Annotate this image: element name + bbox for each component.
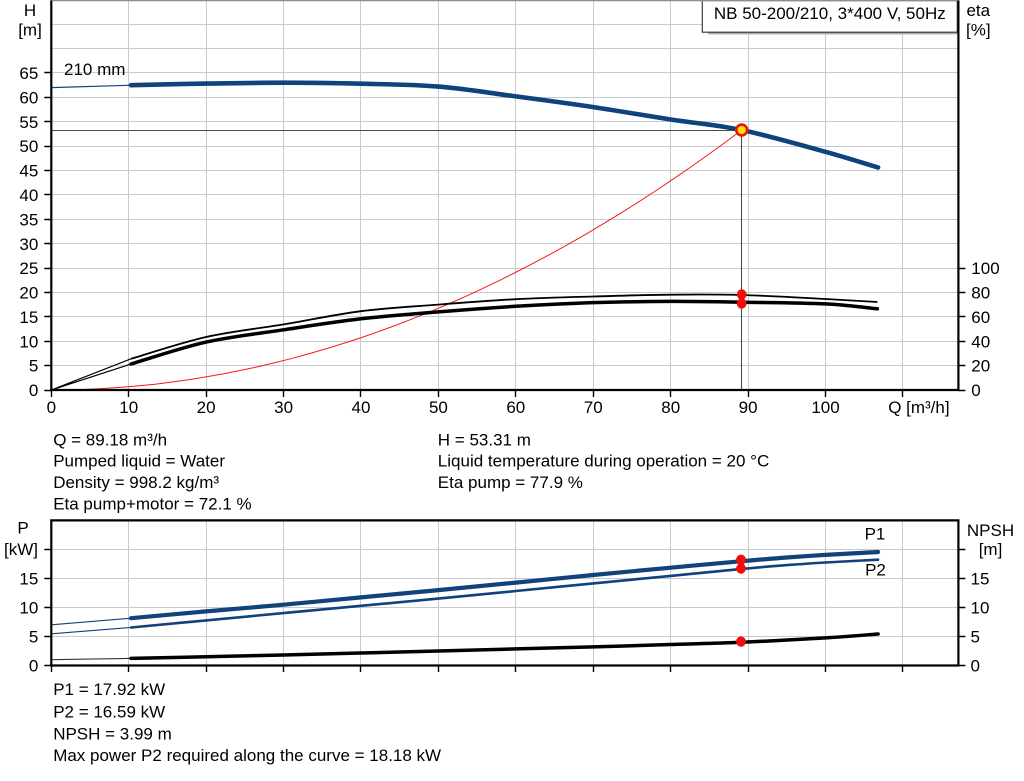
svg-text:Eta pump+motor = 72.1 %: Eta pump+motor = 72.1 % xyxy=(53,494,251,513)
svg-text:H = 53.31 m: H = 53.31 m xyxy=(438,430,531,449)
svg-text:[m]: [m] xyxy=(18,20,42,39)
svg-text:NB 50-200/210, 3*400 V, 50Hz: NB 50-200/210, 3*400 V, 50Hz xyxy=(714,4,946,23)
svg-text:[%]: [%] xyxy=(966,20,991,39)
svg-text:Eta pump = 77.9 %: Eta pump = 77.9 % xyxy=(438,473,583,492)
svg-text:Density = 998.2 kg/m³: Density = 998.2 kg/m³ xyxy=(53,473,219,492)
svg-text:20: 20 xyxy=(971,357,990,376)
svg-text:0: 0 xyxy=(29,381,38,400)
svg-text:[kW]: [kW] xyxy=(4,540,38,559)
svg-text:0: 0 xyxy=(971,381,980,400)
svg-text:0: 0 xyxy=(47,398,56,417)
svg-text:P1: P1 xyxy=(865,525,886,544)
svg-text:P1 = 17.92 kW: P1 = 17.92 kW xyxy=(53,680,165,699)
svg-text:Max power P2 required along th: Max power P2 required along the curve = … xyxy=(53,746,441,765)
svg-text:90: 90 xyxy=(739,398,758,417)
svg-text:40: 40 xyxy=(19,186,38,205)
svg-text:P2 = 16.59 kW: P2 = 16.59 kW xyxy=(53,702,165,721)
svg-text:15: 15 xyxy=(19,569,38,588)
svg-text:80: 80 xyxy=(661,398,680,417)
svg-text:NPSH: NPSH xyxy=(967,521,1014,540)
svg-text:Q [m³/h]: Q [m³/h] xyxy=(888,398,949,417)
svg-text:10: 10 xyxy=(119,398,138,417)
svg-text:30: 30 xyxy=(19,235,38,254)
svg-text:Pumped liquid = Water: Pumped liquid = Water xyxy=(53,451,225,470)
svg-text:Liquid temperature during oper: Liquid temperature during operation = 20… xyxy=(438,451,769,470)
svg-text:25: 25 xyxy=(19,259,38,278)
svg-text:20: 20 xyxy=(19,284,38,303)
svg-text:100: 100 xyxy=(971,259,999,278)
svg-text:40: 40 xyxy=(971,332,990,351)
svg-text:15: 15 xyxy=(19,308,38,327)
svg-text:55: 55 xyxy=(19,113,38,132)
svg-text:60: 60 xyxy=(506,398,525,417)
svg-text:NPSH = 3.99 m: NPSH = 3.99 m xyxy=(53,724,172,743)
svg-text:50: 50 xyxy=(429,398,448,417)
svg-text:60: 60 xyxy=(19,89,38,108)
svg-text:60: 60 xyxy=(971,308,990,327)
svg-text:5: 5 xyxy=(971,628,980,647)
svg-text:45: 45 xyxy=(19,162,38,181)
svg-text:5: 5 xyxy=(29,357,38,376)
svg-text:10: 10 xyxy=(19,598,38,617)
svg-text:80: 80 xyxy=(971,284,990,303)
svg-text:30: 30 xyxy=(274,398,293,417)
svg-text:P: P xyxy=(17,519,28,538)
svg-text:10: 10 xyxy=(971,598,990,617)
svg-text:0: 0 xyxy=(29,657,38,676)
svg-text:H: H xyxy=(24,1,36,20)
svg-text:5: 5 xyxy=(29,628,38,647)
svg-text:eta: eta xyxy=(966,1,990,20)
svg-text:[m]: [m] xyxy=(979,540,1003,559)
svg-text:0: 0 xyxy=(971,657,980,676)
svg-text:65: 65 xyxy=(19,64,38,83)
svg-text:210 mm: 210 mm xyxy=(64,60,125,79)
svg-text:20: 20 xyxy=(197,398,216,417)
svg-text:P2: P2 xyxy=(865,561,886,580)
svg-text:10: 10 xyxy=(19,332,38,351)
svg-text:50: 50 xyxy=(19,137,38,156)
svg-text:15: 15 xyxy=(971,569,990,588)
svg-text:40: 40 xyxy=(352,398,371,417)
svg-text:70: 70 xyxy=(584,398,603,417)
svg-text:Q = 89.18 m³/h: Q = 89.18 m³/h xyxy=(53,430,167,449)
svg-text:35: 35 xyxy=(19,210,38,229)
svg-text:100: 100 xyxy=(811,398,839,417)
